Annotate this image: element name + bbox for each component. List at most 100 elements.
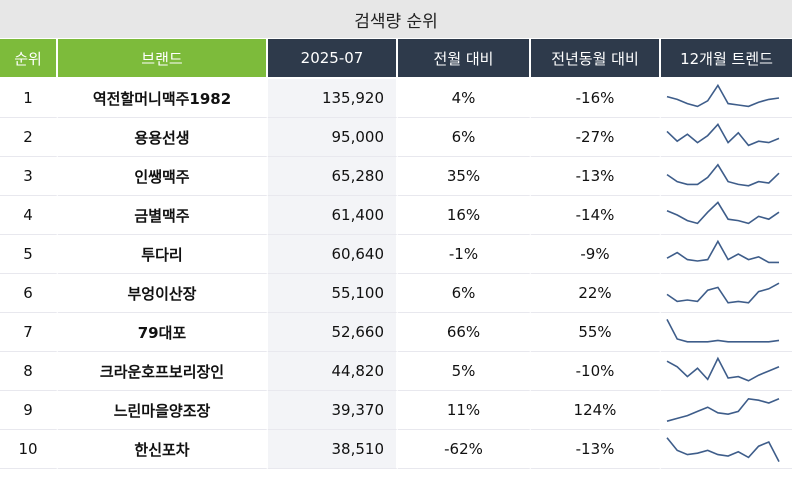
trend-sparkline [666, 282, 780, 304]
mom-cell: -1% [398, 235, 531, 274]
trend-line [666, 83, 780, 108]
rank-cell: 9 [0, 391, 58, 430]
rank-cell: 5 [0, 235, 58, 274]
trend-cell [661, 79, 792, 118]
mom-cell: 4% [398, 79, 531, 118]
header-row: 순위 브랜드 2025-07 전월 대비 전년동월 대비 12개월 트렌드 [0, 39, 792, 79]
rank-cell: 3 [0, 157, 58, 196]
trend-line [666, 282, 780, 304]
header-trend: 12개월 트렌드 [661, 39, 792, 79]
trend-sparkline [666, 356, 780, 382]
yoy-cell: -27% [531, 118, 661, 157]
search-volume-cell: 60,640 [268, 235, 398, 274]
brand-cell: 금별맥주 [58, 196, 268, 235]
table-body: 1 역전할머니맥주1982 135,920 4% -16% 2 용용선생 95,000 6% -2… [0, 79, 792, 469]
trend-line [666, 163, 780, 187]
brand-cell: 인쌩맥주 [58, 157, 268, 196]
search-volume-cell: 44,820 [268, 352, 398, 391]
header-yoy: 전년동월 대비 [531, 39, 661, 79]
trend-cell [661, 313, 792, 352]
trend-cell [661, 157, 792, 196]
brand-cell: 부엉이산장 [58, 274, 268, 313]
trend-sparkline [666, 83, 780, 108]
trend-line [666, 239, 779, 264]
header-brand: 브랜드 [58, 39, 268, 79]
table-title: 검색량 순위 [0, 0, 792, 39]
mom-cell: -62% [398, 430, 531, 469]
yoy-cell: 22% [531, 274, 661, 313]
mom-cell: 66% [398, 313, 531, 352]
yoy-cell: 55% [531, 313, 661, 352]
table-row: 2 용용선생 95,000 6% -27% [0, 118, 792, 157]
trend-line [666, 356, 780, 382]
search-volume-cell: 135,920 [268, 79, 398, 118]
yoy-cell: -13% [531, 430, 661, 469]
search-volume-cell: 52,660 [268, 313, 398, 352]
table-row: 9 느린마을양조장 39,370 11% 124% [0, 391, 792, 430]
brand-cell: 투다리 [58, 235, 268, 274]
yoy-cell: -10% [531, 352, 661, 391]
trend-sparkline [666, 319, 780, 343]
brand-cell: 느린마을양조장 [58, 391, 268, 430]
brand-cell: 크라운호프보리장인 [58, 352, 268, 391]
table-row: 7 79대포 52,660 66% 55% [0, 313, 792, 352]
mom-cell: 16% [398, 196, 531, 235]
trend-cell [661, 196, 792, 235]
trend-sparkline [666, 123, 780, 147]
mom-cell: 35% [398, 157, 531, 196]
trend-cell [661, 430, 792, 469]
trend-sparkline [666, 397, 780, 422]
mom-cell: 5% [398, 352, 531, 391]
rank-cell: 1 [0, 79, 58, 118]
mom-cell: 6% [398, 118, 531, 157]
trend-sparkline [666, 201, 780, 225]
table-row: 10 한신포차 38,510 -62% -13% [0, 430, 792, 469]
yoy-cell: -9% [531, 235, 661, 274]
table-row: 4 금별맥주 61,400 16% -14% [0, 196, 792, 235]
table-row: 6 부엉이산장 55,100 6% 22% [0, 274, 792, 313]
table-row: 3 인쌩맥주 65,280 35% -13% [0, 157, 792, 196]
trend-line [666, 437, 780, 462]
search-volume-cell: 95,000 [268, 118, 398, 157]
search-volume-cell: 38,510 [268, 430, 398, 469]
mom-cell: 11% [398, 391, 531, 430]
rank-cell: 2 [0, 118, 58, 157]
header-rank: 순위 [0, 39, 58, 79]
yoy-cell: -14% [531, 196, 661, 235]
brand-cell: 한신포차 [58, 430, 268, 469]
trend-cell [661, 118, 792, 157]
header-month: 2025-07 [268, 39, 398, 79]
trend-line [666, 319, 780, 343]
trend-cell [661, 235, 792, 274]
yoy-cell: -13% [531, 157, 661, 196]
table-row: 1 역전할머니맥주1982 135,920 4% -16% [0, 79, 792, 118]
rank-cell: 4 [0, 196, 58, 235]
header-mom: 전월 대비 [398, 39, 531, 79]
rank-cell: 7 [0, 313, 58, 352]
table-row: 8 크라운호프보리장인 44,820 5% -10% [0, 352, 792, 391]
table-row: 5 투다리 60,640 -1% -9% [0, 235, 792, 274]
brand-cell: 용용선생 [58, 118, 268, 157]
rank-cell: 8 [0, 352, 58, 391]
trend-cell [661, 352, 792, 391]
rank-cell: 10 [0, 430, 58, 469]
trend-line [666, 123, 780, 147]
brand-cell: 79대포 [58, 313, 268, 352]
search-volume-cell: 55,100 [268, 274, 398, 313]
trend-line [666, 201, 780, 225]
trend-line [666, 397, 780, 422]
trend-sparkline [666, 437, 780, 462]
yoy-cell: 124% [531, 391, 661, 430]
trend-sparkline [666, 163, 780, 187]
trend-sparkline [666, 239, 779, 264]
mom-cell: 6% [398, 274, 531, 313]
trend-cell [661, 391, 792, 430]
search-volume-cell: 65,280 [268, 157, 398, 196]
yoy-cell: -16% [531, 79, 661, 118]
rank-cell: 6 [0, 274, 58, 313]
trend-cell [661, 274, 792, 313]
search-volume-cell: 39,370 [268, 391, 398, 430]
search-volume-cell: 61,400 [268, 196, 398, 235]
